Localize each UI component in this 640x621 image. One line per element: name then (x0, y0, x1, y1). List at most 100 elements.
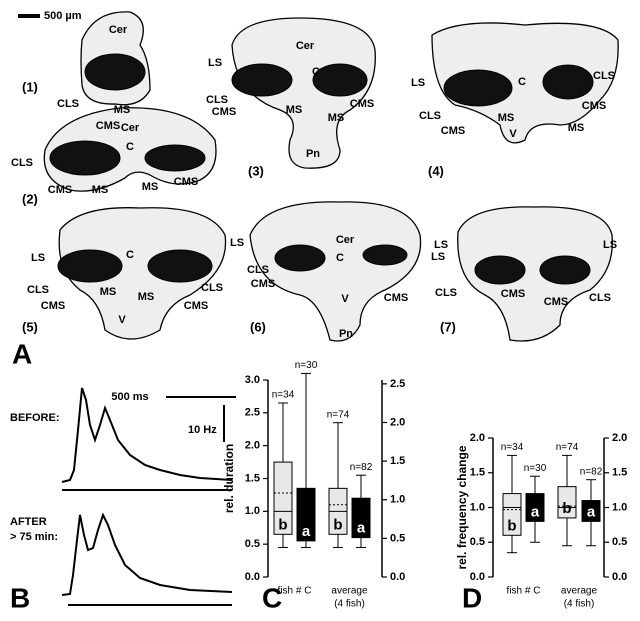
region-label: CMS (501, 288, 525, 300)
y-tick-label: 0.0 (245, 571, 260, 583)
region-label: CLS (206, 94, 228, 106)
condition-label: > 75 min: (10, 531, 58, 543)
section-number: (4) (428, 163, 444, 178)
section-number: (3) (248, 163, 264, 178)
group-letter: a (587, 503, 596, 520)
region-label: CLS (27, 284, 49, 296)
box (502, 493, 522, 536)
region-label: MS (100, 286, 117, 298)
y-tick-label: 3.0 (245, 374, 260, 386)
y2-tick-label: 1.5 (390, 455, 405, 467)
y2-tick-label: 2.5 (390, 378, 405, 390)
n-label: n=30 (295, 360, 318, 371)
region-label: CLS (435, 287, 457, 299)
condition-label: BEFORE: (10, 412, 60, 424)
region-label: CLS (201, 282, 223, 294)
region-label: CMS (184, 300, 208, 312)
region-label: V (341, 293, 349, 305)
region-label: MS (142, 181, 159, 193)
region-label: Cer (121, 122, 140, 134)
region-label: CMS (48, 184, 72, 196)
section-number: (1) (22, 79, 38, 94)
sections-drawing (18, 11, 619, 342)
region-label: CMS (212, 106, 236, 118)
region-label: MS (138, 291, 155, 303)
region-label: C (126, 249, 134, 261)
group-letter: b (333, 516, 342, 533)
y-tick-label: 1.0 (245, 505, 260, 517)
y2-tick-label: 2.0 (612, 432, 627, 444)
x-tick-label: average (561, 586, 598, 597)
n-label: n=30 (524, 463, 547, 474)
region-label: Cer (109, 24, 128, 36)
n-label: n=82 (350, 462, 373, 473)
region-label: LS (411, 77, 425, 89)
group-letter: b (278, 516, 287, 533)
y-tick-label: 1.5 (245, 472, 260, 484)
region-label: LS (431, 251, 445, 263)
x-tick-label: fish # C (507, 586, 541, 597)
time-scale: 500 ms (111, 391, 148, 403)
y2-tick-label: 0.5 (390, 532, 405, 544)
y-tick-label: 1.0 (470, 501, 485, 513)
region-label: C (336, 252, 344, 264)
x-tick-label: fish # C (278, 586, 312, 597)
region-label: LS (603, 239, 617, 251)
section-number: (6) (250, 319, 266, 334)
n-label: n=74 (556, 442, 579, 453)
y-tick-label: 0.5 (470, 536, 485, 548)
y2-tick-label: 1.5 (612, 467, 627, 479)
y2-tick-label: 0.5 (612, 536, 627, 548)
traces (61, 387, 236, 606)
group-letter: a (302, 523, 311, 540)
region-label: Pn (306, 148, 320, 160)
region-label: Pn (339, 328, 353, 340)
region-label: CMS (544, 296, 568, 308)
region-label: LS (31, 252, 45, 264)
n-label: n=74 (327, 409, 350, 420)
region-label: MS (568, 122, 585, 134)
section-number: (7) (440, 319, 456, 334)
panel-letter: C (262, 582, 282, 613)
y2-tick-label: 0.0 (612, 571, 627, 583)
box (557, 486, 577, 519)
scale-label: 500 µm (44, 10, 82, 22)
y-tick-label: 1.5 (470, 467, 485, 479)
region-label: CMS (384, 292, 408, 304)
y-axis-label: rel. frequency change (455, 445, 469, 569)
region-label: MS (114, 104, 131, 116)
group-letter: a (531, 503, 540, 520)
region-label: V (509, 128, 517, 140)
region-label: C (126, 141, 134, 153)
region-label: V (118, 314, 126, 326)
box (296, 487, 316, 542)
n-label: n=82 (580, 466, 603, 477)
region-label: CLS (589, 292, 611, 304)
region-label: C (518, 76, 526, 88)
region-label: CMS (441, 125, 465, 137)
y-tick-label: 2.5 (245, 407, 260, 419)
group-letter: b (507, 517, 516, 534)
region-label: CMS (251, 278, 275, 290)
panel-letter: A (12, 338, 32, 369)
region-label: Cer (336, 234, 355, 246)
region-label: CLS (419, 110, 441, 122)
region-label: Cer (296, 40, 315, 52)
x-tick-sublabel: (4 fish) (334, 599, 365, 610)
region-label: CMS (174, 176, 198, 188)
y-tick-label: 2.0 (470, 432, 485, 444)
condition-label: AFTER (10, 516, 47, 528)
panel-letter: D (462, 582, 482, 613)
y2-tick-label: 2.0 (390, 416, 405, 428)
y2-tick-label: 0.0 (390, 571, 405, 583)
box (273, 461, 293, 535)
rate-scale: 10 Hz (188, 424, 217, 436)
box (525, 493, 545, 522)
y2-tick-label: 1.0 (612, 501, 627, 513)
region-label: C (312, 66, 320, 78)
n-label: n=34 (272, 390, 295, 401)
region-label: LS (434, 239, 448, 251)
region-label: LS (230, 237, 244, 249)
y2-tick-label: 1.0 (390, 494, 405, 506)
